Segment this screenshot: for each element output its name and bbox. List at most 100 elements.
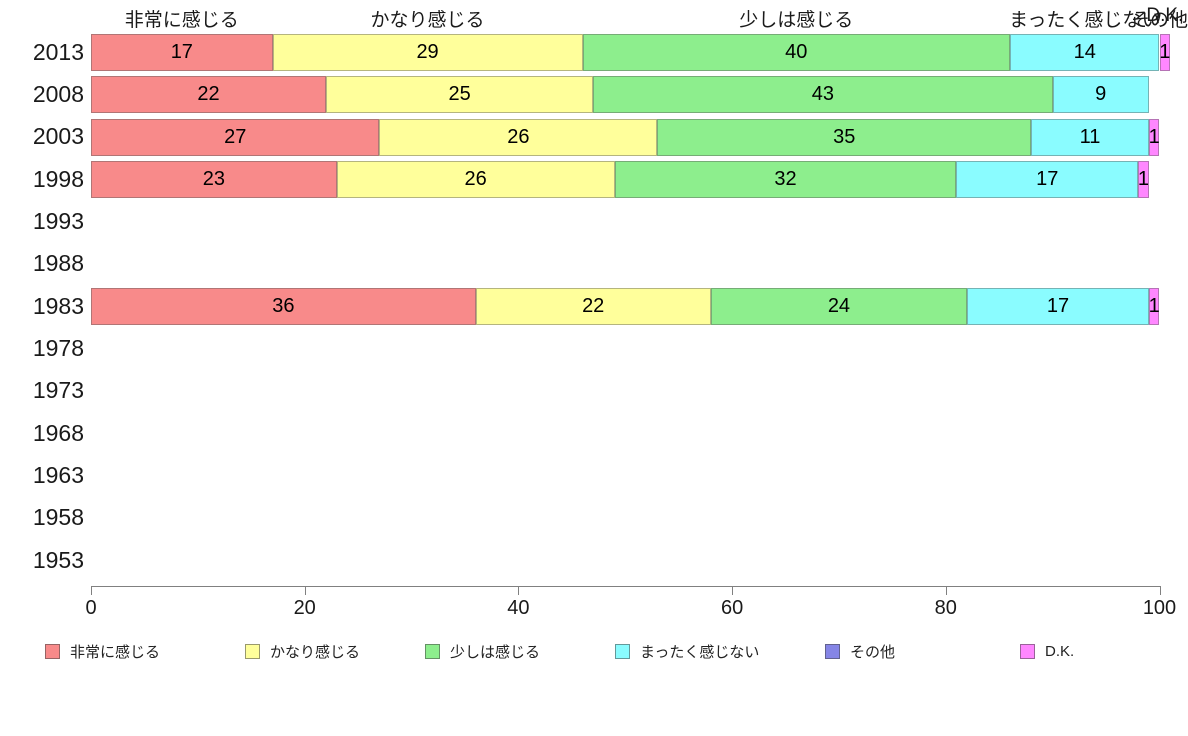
bar-segment [967,288,1149,326]
year-label: 1968 [32,419,84,446]
column-header: その他 [1130,10,1188,31]
legend-swatch-icon [245,643,260,659]
legend-label: かなり感じる [270,643,361,661]
column-header: 少しは感じる [739,10,854,31]
x-axis-tick [732,586,734,595]
bar-segment [956,161,1139,199]
x-axis-tick [518,586,520,595]
bar-value-label: 24 [827,295,851,318]
x-axis-line [91,586,1160,587]
legend-swatch-icon [825,643,840,659]
bar-segment [272,34,583,71]
bar-segment [1052,76,1149,114]
bar-value-label: 17 [170,41,193,63]
bar-segment [326,76,594,114]
legend-label: 少しは感じる [450,643,541,661]
column-header: まったく感じない [1009,10,1161,31]
bar-segment [1148,288,1160,326]
legend-label: 非常に感じる [70,643,161,661]
bar-value-label: 1 [1159,41,1171,63]
legend-swatch-icon [425,643,440,659]
x-axis-tick [945,586,947,595]
bar-segment [379,118,658,156]
bar-segment [91,34,273,71]
x-axis-tick-label: 60 [720,597,744,619]
bar-value-label: 26 [464,168,487,191]
bar-value-label: 22 [197,83,220,106]
bar-value-label: 1 [1148,295,1160,318]
legend-label: D.K. [1045,642,1075,660]
legend-item[interactable]: D.K. [1020,640,1074,662]
bar-segment [91,76,327,114]
bar-segment [475,288,711,326]
legend-swatch-icon [615,643,630,659]
bar-value-label: 43 [811,83,835,106]
legend-item[interactable]: まったく感じない [615,640,759,662]
legend-label: まったく感じない [640,643,760,661]
year-label: 1953 [32,546,84,573]
year-label: 1983 [32,292,84,319]
bar-segment [91,288,476,326]
year-label: 1963 [32,462,84,488]
bar-value-label: 17 [1036,168,1059,191]
x-axis-tick-label: 0 [85,597,97,619]
bar-value-label: 40 [785,41,808,63]
bar-segment [1159,34,1171,71]
bar-value-label: 22 [582,295,605,318]
bar-segment [1031,118,1149,156]
x-axis-tick-label: 80 [934,597,957,619]
bar-segment [1009,34,1160,71]
bar-segment [1148,118,1160,156]
bar-value-label: 26 [507,125,530,148]
legend-item[interactable]: かなり感じる [245,640,360,662]
legend-item[interactable]: 非常に感じる [45,640,160,662]
bar-value-label: 36 [272,295,295,318]
year-label: 2003 [32,123,84,150]
bar-value-label: 25 [448,83,471,106]
legend-swatch-icon [45,643,60,659]
column-header: 非常に感じる [124,10,239,31]
year-label: 2008 [32,80,84,107]
bar-segment [593,76,1053,114]
bar-segment [336,161,615,199]
bar-segment [582,34,1010,71]
bar-value-label: 29 [416,41,439,63]
bar-value-label: 11 [1079,125,1101,148]
x-axis-tick-label: 20 [293,597,316,619]
legend-item[interactable]: その他 [825,640,895,662]
column-header: かなり感じる [370,10,485,31]
legend-label: その他 [850,643,896,661]
year-label: 1998 [32,165,84,192]
year-label: 1993 [32,207,84,234]
bar-segment [710,288,968,326]
column-header: D.K. [1146,5,1184,26]
x-axis-tick [304,586,306,595]
x-axis-tick [1159,586,1161,595]
legend-item[interactable]: 少しは感じる [425,640,540,662]
bar-segment [614,161,957,199]
bar-value-label: 32 [774,168,797,191]
legend-swatch-icon [1020,643,1035,659]
legend: 非常に感じる かなり感じる 少しは感じる まったく感じない その他 D.K. [0,640,1188,664]
bar-segment [91,161,337,199]
year-label: 1973 [32,377,84,404]
year-label: 1978 [32,334,84,361]
bar-value-label: 1 [1148,125,1160,148]
bar-value-label: 23 [202,168,225,191]
year-label: 1958 [32,504,84,531]
x-axis-tick-label: 100 [1142,597,1177,619]
x-axis-tick-label: 40 [507,597,530,619]
bar-value-label: 27 [224,125,247,148]
bar-segment [91,118,380,156]
x-axis-tick [91,586,92,595]
bar-value-label: 9 [1095,83,1107,106]
bar-segment [657,118,1032,156]
year-label: 2013 [32,38,84,65]
bar-value-label: 1 [1137,168,1150,191]
bar-segment [1138,161,1149,199]
bar-value-label: 14 [1073,41,1096,63]
bar-value-label: 17 [1046,295,1070,318]
bar-value-label: 35 [833,125,856,148]
year-label: 1988 [32,250,84,277]
